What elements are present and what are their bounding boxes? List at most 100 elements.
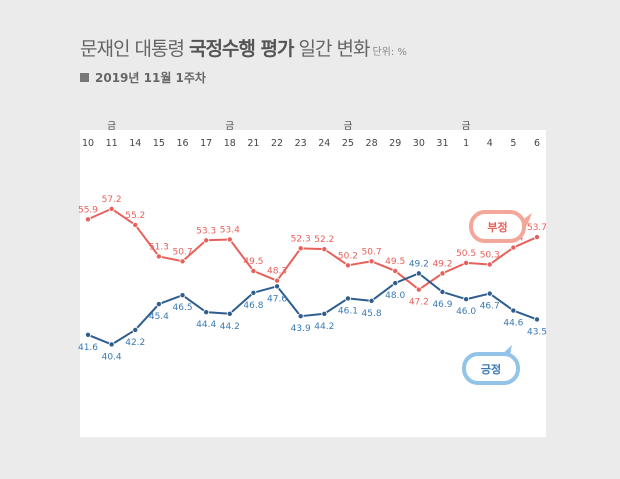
legend-bubble-negative: 부정 xyxy=(469,210,532,243)
title-prefix: 문재인 대통령 xyxy=(80,38,189,60)
data-point xyxy=(368,297,375,304)
subtitle: 2019년 11월 1주차 xyxy=(80,69,206,86)
data-point xyxy=(85,216,92,223)
data-label: 53.7 xyxy=(527,223,547,233)
data-point xyxy=(203,309,210,316)
data-label: 46.9 xyxy=(432,300,452,310)
plot-area xyxy=(80,130,546,437)
data-point xyxy=(463,259,470,266)
data-label: 48.0 xyxy=(385,291,405,301)
friday-mark-label: 금 xyxy=(107,121,116,132)
legend-label-negative: 부정 xyxy=(487,220,507,234)
x-tick-label: 31 xyxy=(436,138,448,149)
data-label: 45.8 xyxy=(362,309,382,319)
data-label: 49.2 xyxy=(409,259,429,269)
data-label: 41.6 xyxy=(78,343,98,353)
legend-bubble-positive: 긍정 xyxy=(462,345,520,385)
data-point xyxy=(297,313,304,320)
data-point xyxy=(226,310,233,317)
data-label: 46.5 xyxy=(173,303,193,313)
legend-label-positive: 긍정 xyxy=(481,362,501,376)
x-tick-label: 1 xyxy=(463,138,469,149)
data-label: 45.4 xyxy=(149,312,169,322)
x-tick-label: 18 xyxy=(224,138,236,149)
data-point xyxy=(250,267,257,274)
data-point xyxy=(392,267,399,274)
square-bullet-icon xyxy=(80,73,89,82)
data-label: 44.4 xyxy=(196,320,216,330)
data-point xyxy=(250,289,257,296)
data-label: 50.2 xyxy=(338,251,358,261)
data-label: 47.6 xyxy=(267,294,287,304)
data-point xyxy=(274,283,281,290)
data-point xyxy=(155,301,162,308)
data-label: 46.1 xyxy=(338,306,358,316)
data-label: 44.6 xyxy=(503,319,523,329)
data-label: 51.3 xyxy=(149,242,169,252)
data-point xyxy=(179,292,186,299)
x-tick-label: 5 xyxy=(510,138,516,149)
series-line-positive xyxy=(87,272,538,346)
series-line-negative xyxy=(87,207,538,291)
x-tick-label: 30 xyxy=(413,138,425,149)
title-bold: 국정수행 평가 xyxy=(188,38,294,60)
data-point xyxy=(321,310,328,317)
data-label: 52.3 xyxy=(291,234,311,244)
data-point xyxy=(463,296,470,303)
title-suffix: 일간 변화 xyxy=(293,38,371,60)
data-label: 53.3 xyxy=(196,226,216,236)
data-point xyxy=(439,270,446,277)
data-label: 42.2 xyxy=(125,338,145,348)
data-point xyxy=(155,253,162,260)
data-label: 48.3 xyxy=(267,267,287,277)
data-point xyxy=(344,262,351,269)
x-tick-label: 17 xyxy=(200,138,212,149)
data-label: 47.2 xyxy=(409,298,429,308)
data-point xyxy=(368,258,375,265)
data-label: 50.7 xyxy=(173,247,193,257)
friday-mark-label: 금 xyxy=(344,121,353,132)
data-point xyxy=(203,237,210,244)
data-label: 44.2 xyxy=(314,322,334,332)
data-point xyxy=(534,234,541,241)
data-label: 49.5 xyxy=(243,257,263,267)
data-point xyxy=(132,326,139,333)
x-tick-label: 22 xyxy=(271,138,283,149)
x-tick-label: 23 xyxy=(295,138,307,149)
data-point xyxy=(179,258,186,265)
data-label: 49.5 xyxy=(385,257,405,267)
x-tick-label: 6 xyxy=(534,138,540,149)
data-point xyxy=(274,277,281,284)
data-label: 49.2 xyxy=(432,259,452,269)
data-point xyxy=(510,307,517,314)
bubble-body xyxy=(469,210,526,243)
data-point xyxy=(534,316,541,323)
x-tick-label: 24 xyxy=(318,138,330,149)
data-point xyxy=(415,270,422,277)
x-tick-label: 25 xyxy=(342,138,354,149)
data-point xyxy=(344,295,351,302)
data-point xyxy=(85,331,92,338)
data-point xyxy=(297,245,304,252)
friday-mark-label: 금 xyxy=(462,121,471,132)
x-tick-label: 16 xyxy=(176,138,188,149)
data-label: 55.9 xyxy=(78,205,98,215)
x-tick-label: 21 xyxy=(247,138,259,149)
friday-mark-label: 금 xyxy=(225,121,234,132)
data-point xyxy=(486,261,493,268)
data-label: 44.2 xyxy=(220,322,240,332)
data-label: 46.0 xyxy=(456,307,476,317)
subtitle-text: 2019년 11월 1주차 xyxy=(95,71,206,85)
data-point xyxy=(415,286,422,293)
data-point xyxy=(510,244,517,251)
x-tick-label: 14 xyxy=(129,138,141,149)
x-tick-label: 11 xyxy=(106,138,118,149)
data-label: 50.7 xyxy=(362,247,382,257)
chart-title: 문재인 대통령 국정수행 평가 일간 변화 단위: % xyxy=(80,34,407,61)
data-label: 43.5 xyxy=(527,327,547,337)
data-point xyxy=(439,288,446,295)
data-point xyxy=(226,236,233,243)
data-point xyxy=(321,246,328,253)
data-label: 50.5 xyxy=(456,249,476,259)
